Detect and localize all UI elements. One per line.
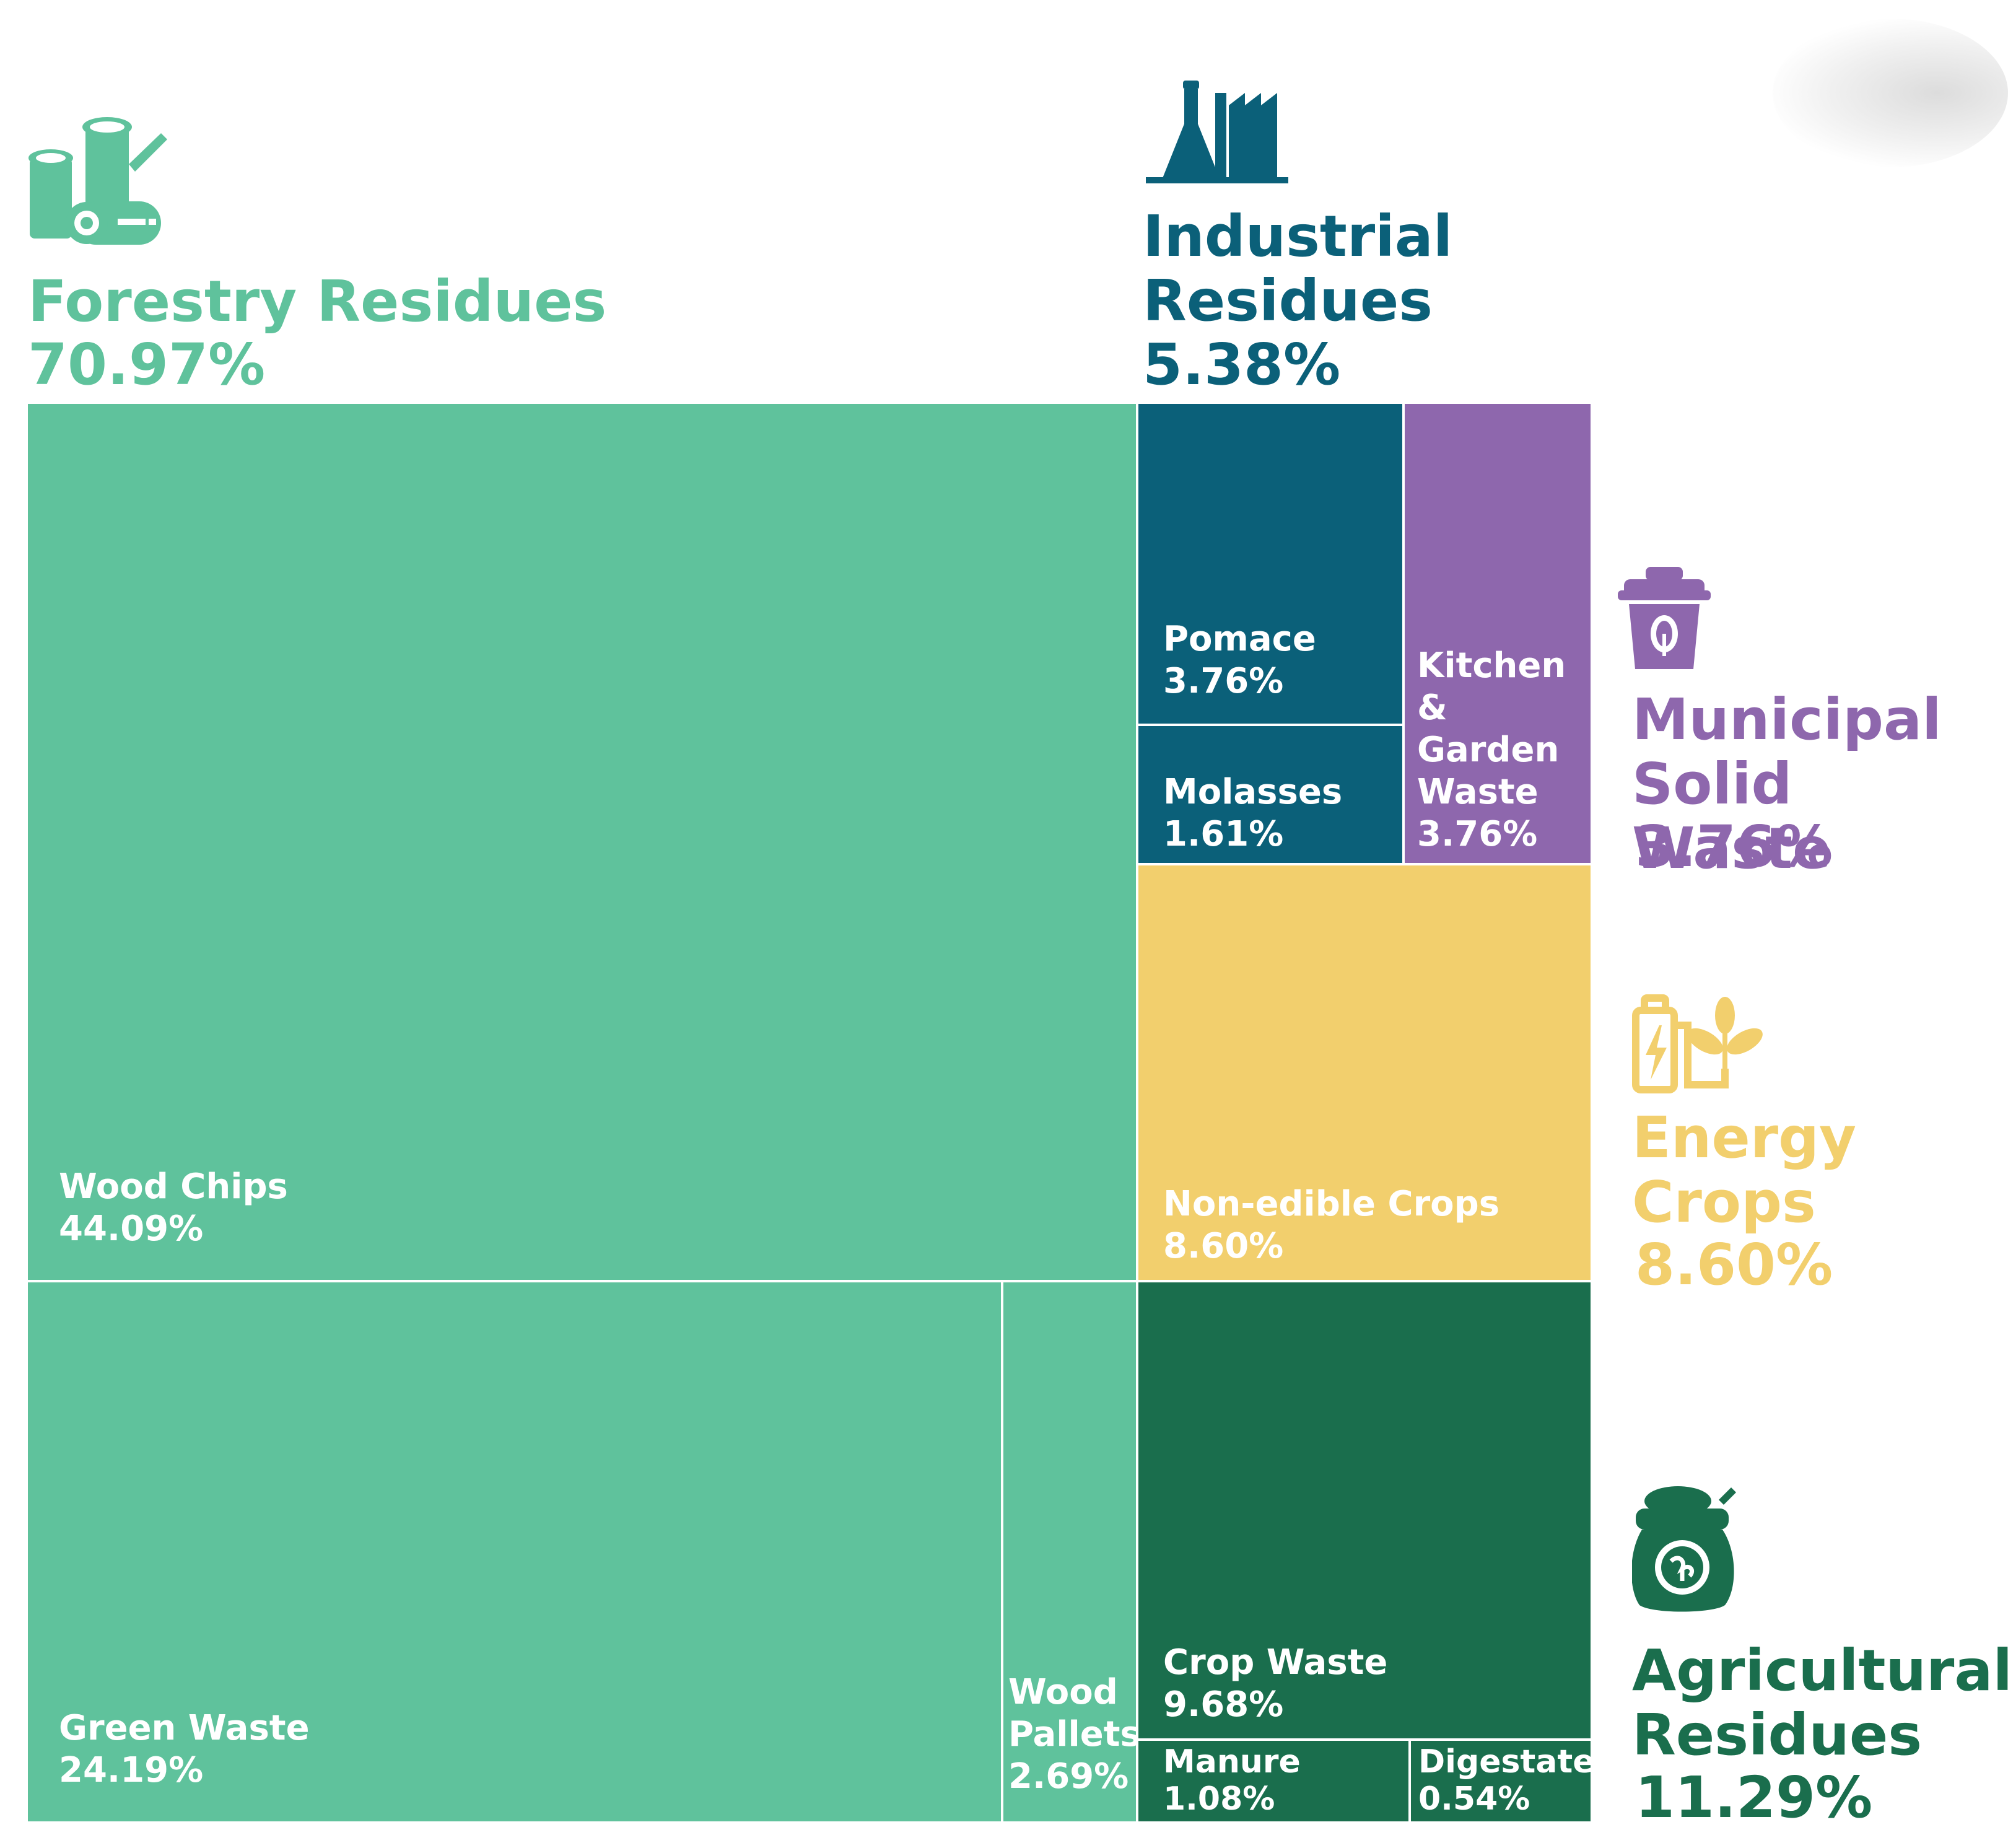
tile-value-digestate: 0.54%	[1418, 1780, 1530, 1818]
tile-name-wood-chips: Wood Chips	[59, 1167, 288, 1207]
tile-pomace: Pomace 3.76%	[1138, 404, 1405, 726]
decorative-shine	[1773, 19, 2008, 167]
category-percent-industrial: 5.38%	[1143, 331, 1341, 398]
battery-plant-icon	[1632, 994, 1763, 1093]
category-percent-forestry: 70.97%	[28, 331, 266, 398]
tile-name-non-edible-crops: Non-edible Crops	[1163, 1184, 1500, 1224]
tile-name-wood-pallets: Wood Pallets	[1008, 1672, 1141, 1754]
logs-icon	[28, 117, 167, 245]
tile-value-wood-pallets: 2.69%	[1008, 1756, 1129, 1797]
tile-name-molasses: Molasses	[1163, 772, 1343, 812]
tile-label-kitchen-garden-waste: Kitchen & Garden Waste 3.76%	[1417, 645, 1591, 856]
tile-value-green-waste: 24.19%	[59, 1750, 204, 1790]
tile-value-kitchen-garden-waste: 3.76%	[1417, 814, 1538, 854]
tile-name-digestate: Digestate	[1418, 1743, 1595, 1780]
tile-label-digestate: Digestate 0.54%	[1418, 1743, 1595, 1818]
tile-wood-chips: Wood Chips 44.09%	[28, 404, 1138, 1282]
tile-name-manure: Manure	[1163, 1743, 1301, 1780]
tile-non-edible-crops: Non-edible Crops 8.60%	[1138, 865, 1591, 1282]
tile-name-kitchen-garden-waste: Kitchen & Garden Waste	[1417, 646, 1566, 812]
tile-value-non-edible-crops: 8.60%	[1163, 1226, 1284, 1266]
tile-wood-pallets: Wood Pallets 2.69%	[1003, 1282, 1141, 1821]
tile-label-manure: Manure 1.08%	[1163, 1743, 1301, 1818]
tile-molasses: Molasses 1.61%	[1138, 726, 1405, 865]
category-percent-agricultural: 11.29%	[1635, 1764, 1873, 1831]
tile-value-molasses: 1.61%	[1163, 814, 1284, 854]
tile-label-green-waste: Green Waste 24.19%	[59, 1707, 310, 1792]
category-percent-municipal: 3.76%	[1635, 813, 1833, 880]
category-title-industrial: Industrial Residues	[1143, 203, 1453, 334]
tile-manure: Manure 1.08%	[1138, 1741, 1411, 1821]
tile-name-crop-waste: Crop Waste	[1163, 1642, 1388, 1683]
tile-crop-waste: Crop Waste 9.68%	[1138, 1282, 1591, 1741]
category-percent-energy: 8.60%	[1635, 1232, 1833, 1298]
waste-bin-icon	[1618, 567, 1711, 669]
tile-value-pomace: 3.76%	[1163, 661, 1284, 701]
tile-name-green-waste: Green Waste	[59, 1708, 310, 1748]
tile-label-wood-pallets: Wood Pallets 2.69%	[1008, 1671, 1141, 1798]
tile-value-wood-chips: 44.09%	[59, 1209, 204, 1249]
tile-label-wood-chips: Wood Chips 44.09%	[59, 1166, 288, 1250]
tile-label-non-edible-crops: Non-edible Crops 8.60%	[1163, 1183, 1499, 1268]
tile-label-pomace: Pomace 3.76%	[1163, 618, 1316, 703]
tile-kitchen-garden-waste: Kitchen & Garden Waste 3.76%	[1405, 404, 1591, 865]
tile-value-manure: 1.08%	[1163, 1780, 1275, 1818]
seed-sack-icon	[1632, 1486, 1736, 1612]
tile-value-crop-waste: 9.68%	[1163, 1684, 1284, 1725]
category-title-agricultural: Agricultural Residues	[1632, 1637, 2008, 1768]
tile-label-crop-waste: Crop Waste 9.68%	[1163, 1642, 1387, 1726]
category-title-municipal: Municipal Solid Waste	[1632, 686, 1942, 882]
factory-icon	[1146, 81, 1288, 183]
tile-green-waste: Green Waste 24.19%	[28, 1282, 1003, 1821]
tile-label-molasses: Molasses 1.61%	[1163, 771, 1342, 856]
tile-digestate: Digestate 0.54%	[1411, 1741, 1595, 1821]
category-title-forestry: Forestry Residues	[28, 268, 607, 335]
tile-name-pomace: Pomace	[1163, 619, 1316, 659]
category-title-energy: Energy Crops	[1632, 1105, 1856, 1235]
